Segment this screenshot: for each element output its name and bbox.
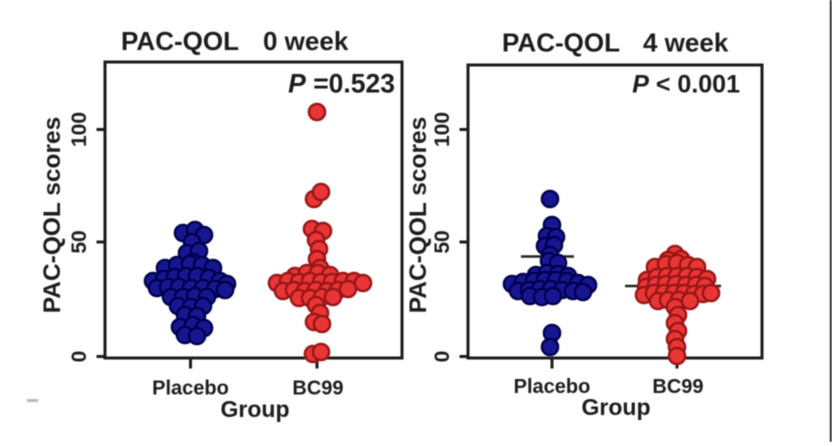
svg-text:P =0.523: P =0.523	[288, 69, 395, 99]
svg-text:Placebo: Placebo	[514, 376, 591, 398]
svg-text:50: 50	[68, 230, 91, 253]
svg-text:4 week: 4 week	[643, 28, 729, 58]
svg-text:0: 0	[431, 351, 454, 363]
svg-text:Group: Group	[221, 396, 290, 422]
svg-text:Placebo: Placebo	[152, 378, 229, 400]
svg-text:PAC-QOL scores: PAC-QOL scores	[39, 117, 66, 314]
svg-text:100: 100	[431, 112, 454, 147]
svg-text:0 week: 0 week	[263, 26, 349, 56]
svg-text:0: 0	[68, 351, 91, 363]
svg-text:P < 0.001: P < 0.001	[632, 71, 740, 99]
svg-text:Group: Group	[582, 394, 651, 420]
svg-text:BC99: BC99	[652, 376, 703, 398]
svg-text:100: 100	[68, 112, 91, 147]
svg-text:PAC-QOL: PAC-QOL	[502, 28, 620, 58]
svg-text:BC99: BC99	[292, 378, 343, 400]
svg-text:PAC-QOL scores: PAC-QOL scores	[405, 117, 432, 314]
svg-text:50: 50	[431, 230, 454, 253]
svg-text:PAC-QOL: PAC-QOL	[121, 26, 239, 56]
